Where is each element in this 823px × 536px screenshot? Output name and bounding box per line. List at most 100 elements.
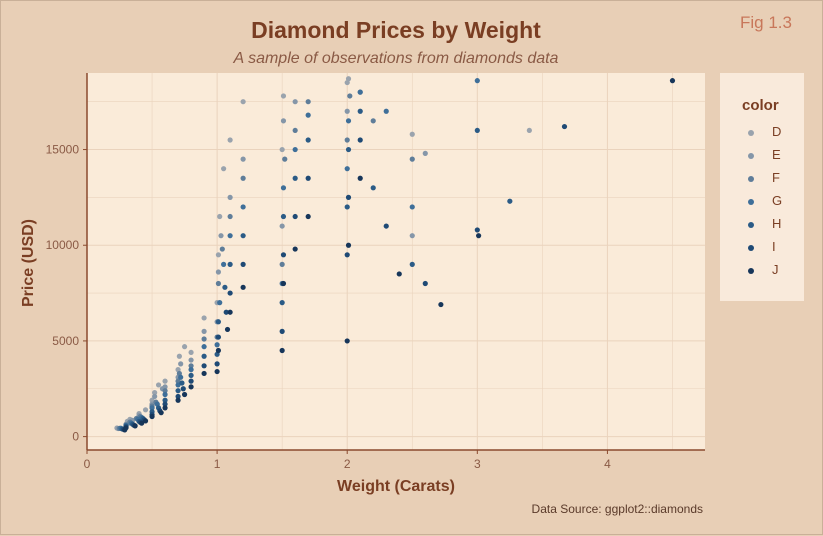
data-point-D	[215, 252, 222, 258]
data-point-D	[240, 99, 246, 105]
legend-swatch	[748, 245, 754, 251]
data-point-F	[292, 127, 298, 134]
data-point-G	[221, 261, 227, 267]
legend-title: color	[742, 97, 779, 114]
data-point-H	[240, 233, 246, 239]
data-point-H	[409, 261, 415, 267]
y-axis-label: Price (USD)	[20, 218, 37, 308]
data-point-G	[357, 89, 363, 95]
y-tick-label: 10000	[46, 238, 80, 252]
data-point-J	[123, 425, 129, 431]
data-point-J	[132, 423, 138, 429]
data-point-J	[438, 301, 444, 308]
data-point-E	[227, 194, 233, 200]
x-tick-label: 1	[214, 457, 221, 471]
legend-item-G: G	[746, 193, 806, 213]
data-point-I	[214, 361, 220, 367]
data-point-F	[370, 118, 376, 124]
data-point-D	[409, 131, 415, 137]
data-point-G	[344, 166, 350, 172]
data-point-I	[188, 378, 194, 384]
data-point-E	[344, 108, 350, 114]
data-point-D	[176, 353, 182, 359]
data-point-J	[224, 326, 231, 333]
data-point-E	[178, 361, 184, 367]
y-tick-label: 15000	[46, 143, 80, 157]
data-point-D	[149, 397, 155, 403]
figure-tag: Fig 1.3	[740, 13, 792, 32]
data-point-H	[280, 213, 287, 220]
data-point-E	[215, 269, 222, 275]
data-point-J	[240, 284, 246, 290]
data-point-J	[158, 410, 164, 416]
data-point-J	[292, 246, 298, 252]
data-point-I	[180, 386, 186, 392]
legend-swatch	[748, 222, 754, 228]
data-point-J	[396, 271, 402, 277]
data-point-J	[162, 405, 168, 411]
data-point-E	[240, 156, 246, 162]
data-point-F	[175, 378, 181, 384]
data-point-I	[215, 334, 222, 340]
data-point-G	[175, 382, 181, 388]
data-point-J	[214, 368, 220, 375]
legend-label: J	[772, 262, 779, 277]
data-point-D	[188, 349, 194, 356]
data-point-E	[279, 223, 285, 229]
data-point-I	[357, 137, 363, 143]
data-point-I	[223, 309, 229, 315]
x-tick-label: 2	[344, 457, 351, 471]
data-point-D	[279, 146, 285, 153]
data-point-J	[201, 370, 207, 377]
data-point-D	[162, 378, 168, 384]
data-point-I	[201, 363, 207, 369]
legend-label: D	[772, 124, 782, 139]
data-point-H	[507, 198, 513, 204]
data-point-D	[142, 407, 149, 413]
legend-item-H: H	[746, 216, 806, 236]
data-point-H	[179, 380, 185, 386]
legend-label: G	[772, 193, 783, 208]
data-point-I	[422, 280, 428, 287]
data-point-I	[280, 252, 287, 258]
data-point-G	[188, 367, 194, 373]
data-point-G	[162, 391, 168, 398]
data-point-H	[188, 372, 194, 378]
legend-swatch	[748, 268, 754, 274]
y-tick-label: 5000	[52, 334, 79, 348]
data-point-H	[215, 319, 222, 325]
data-point-H	[201, 353, 207, 359]
data-point-J	[357, 175, 363, 181]
data-points	[114, 76, 676, 433]
legend-item-D: D	[746, 124, 806, 144]
data-point-G	[345, 118, 352, 124]
data-point-F	[215, 280, 222, 287]
data-point-E	[280, 118, 287, 124]
data-point-I	[227, 290, 233, 296]
data-point-J	[305, 213, 311, 220]
data-point-I	[344, 252, 350, 258]
data-point-F	[201, 336, 207, 342]
data-point-H	[474, 127, 480, 134]
data-point-I	[474, 227, 480, 233]
data-point-J	[279, 347, 285, 354]
legend-swatch	[748, 176, 754, 182]
data-point-H	[305, 137, 311, 143]
data-point-F	[305, 99, 311, 105]
data-point-H	[344, 204, 350, 210]
data-point-I	[279, 328, 285, 334]
chart-title: Diamond Prices by Weight	[251, 17, 541, 43]
data-point-D	[526, 127, 532, 134]
data-point-G	[201, 344, 207, 350]
data-point-E	[188, 357, 194, 363]
legend-item-E: E	[746, 147, 806, 167]
data-point-I	[175, 393, 181, 400]
data-point-G	[214, 342, 220, 348]
data-point-E	[409, 233, 415, 239]
x-tick-label: 3	[474, 457, 481, 471]
data-point-G	[409, 204, 415, 210]
data-point-H	[357, 108, 363, 114]
data-point-G	[280, 185, 287, 191]
legend-item-I: I	[746, 239, 806, 259]
